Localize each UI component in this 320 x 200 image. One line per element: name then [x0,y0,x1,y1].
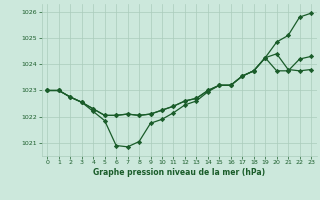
X-axis label: Graphe pression niveau de la mer (hPa): Graphe pression niveau de la mer (hPa) [93,168,265,177]
